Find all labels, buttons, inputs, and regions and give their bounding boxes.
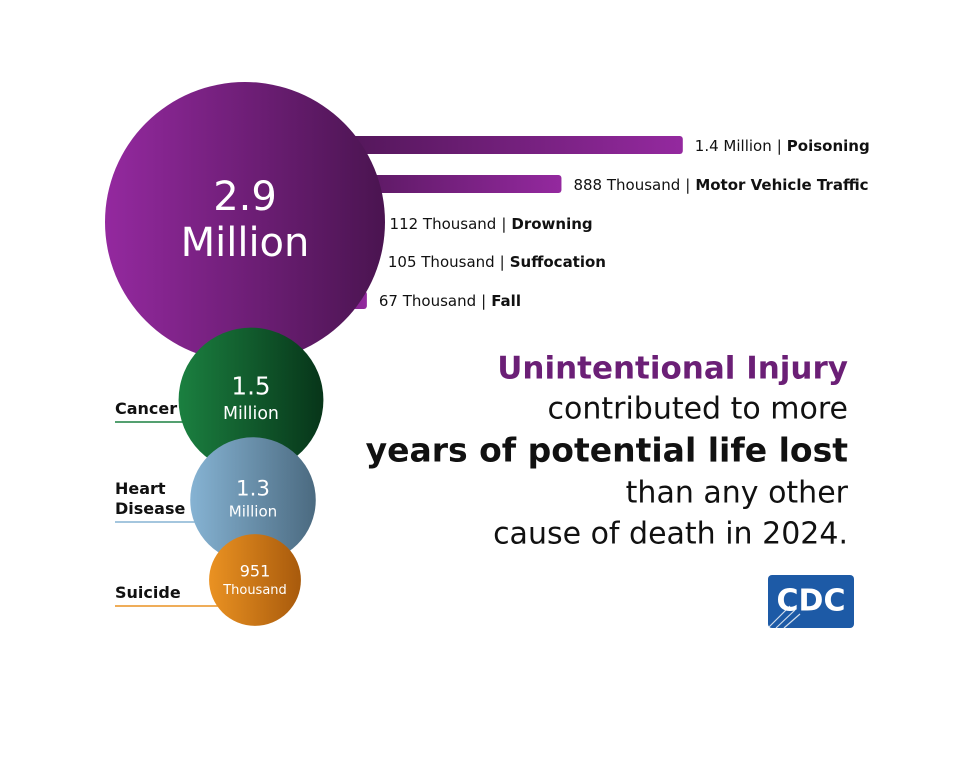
bar-value-label: 1.4 Million <box>695 137 772 155</box>
headline-line: cause of death in 2024. <box>493 517 848 552</box>
bar-label: 67 Thousand | Fall <box>379 292 521 310</box>
bar <box>300 136 683 154</box>
bubble-category: Suicide <box>115 583 181 602</box>
bar-label: 112 Thousand | Drowning <box>390 215 593 233</box>
headline-line: Unintentional Injury <box>497 351 848 387</box>
bar-value-label: 105 Thousand <box>388 253 495 271</box>
headline-line: years of potential life lost <box>366 431 849 470</box>
bar-separator: | <box>500 253 505 271</box>
bar-category: Suffocation <box>510 253 606 271</box>
bar-label: 888 Thousand | Motor Vehicle Traffic <box>573 176 868 194</box>
bubble-number: 1.3 <box>236 476 270 501</box>
bar-category: Poisoning <box>787 137 870 155</box>
bar-separator: | <box>777 137 782 155</box>
headline-line: than any other <box>626 476 849 511</box>
bubble-unit: Thousand <box>222 583 287 598</box>
bar-label: 105 Thousand | Suffocation <box>388 253 606 271</box>
bubble-unit: Million <box>229 503 277 521</box>
bar-value-label: 67 Thousand <box>379 292 476 310</box>
bubble-unit: Million <box>181 220 310 266</box>
bubble <box>209 534 301 626</box>
bar-label: 1.4 Million | Poisoning <box>695 137 870 155</box>
cdc-logo: CDC <box>767 575 854 629</box>
bar-value-label: 112 Thousand <box>390 215 497 233</box>
bar-category: Drowning <box>511 215 592 233</box>
bubble <box>178 327 324 473</box>
bubble-number: 1.5 <box>231 372 270 401</box>
bar-separator: | <box>685 176 690 194</box>
bubble-category: Heart Disease <box>115 479 186 518</box>
bubble <box>190 437 316 563</box>
bubble-category: Cancer <box>115 399 178 418</box>
bubble <box>105 82 385 362</box>
bar-category: Motor Vehicle Traffic <box>695 176 868 194</box>
bar-value-label: 888 Thousand <box>573 176 680 194</box>
bubble-number: 951 <box>240 562 271 581</box>
bubble-number: 2.9 <box>213 174 277 220</box>
bar-separator: | <box>501 215 506 233</box>
bar-separator: | <box>481 292 486 310</box>
bubble-unit: Million <box>223 404 279 424</box>
bar-category: Fall <box>491 292 521 310</box>
headline-line: contributed to more <box>547 392 848 427</box>
logo-text: CDC <box>777 584 846 619</box>
logo-rays <box>767 605 801 629</box>
